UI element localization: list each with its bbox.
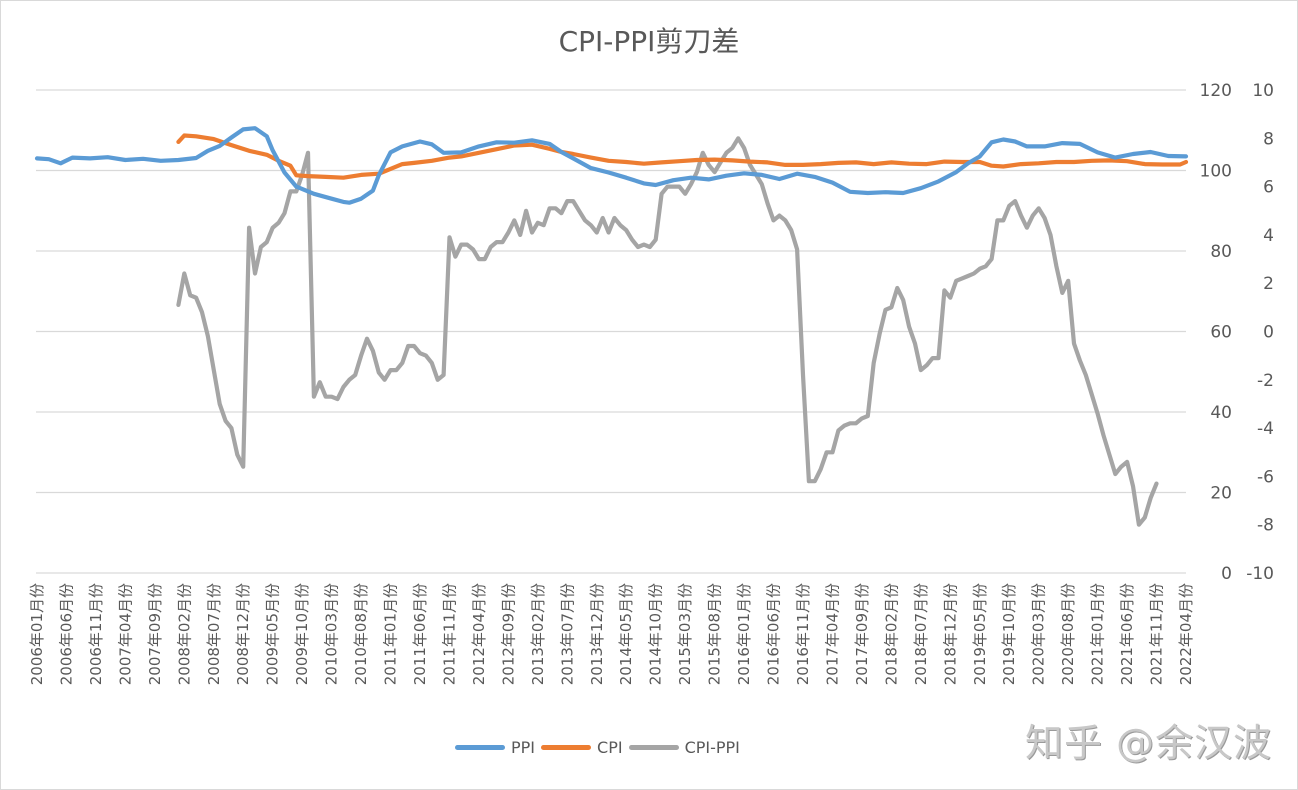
x-tick-label: 2013年07月份 <box>558 583 576 685</box>
x-tick-label: 2007年04月份 <box>116 583 134 685</box>
x-tick-label: 2008年02月份 <box>175 583 193 685</box>
x-tick-label: 2011年11月份 <box>440 583 458 685</box>
x-tick-label: 2008年12月份 <box>234 583 252 685</box>
x-tick-label: 2010年03月份 <box>323 583 341 685</box>
x-tick-label: 2013年02月份 <box>529 583 547 685</box>
left-tick-label: 60 <box>1210 323 1232 343</box>
x-tick-label: 2022年04月份 <box>1177 583 1195 685</box>
left-tick-label: 0 <box>1221 564 1232 584</box>
x-tick-label: 2019年05月份 <box>971 583 989 685</box>
x-tick-label: 2017年09月份 <box>853 583 871 685</box>
x-tick-label: 2014年05月份 <box>617 583 635 685</box>
right-axis-ticks: 10 8 6 4 2 0 -2 -4 -6 -8 -10 <box>1246 81 1274 584</box>
x-tick-label: 2006年06月份 <box>57 583 75 685</box>
watermark: 知乎 @余汉波 <box>1025 721 1273 765</box>
x-tick-label: 2009年10月份 <box>293 583 311 685</box>
left-tick-label: 80 <box>1210 242 1232 262</box>
x-tick-label: 2010年08月份 <box>352 583 370 685</box>
x-tick-label: 2018年07月份 <box>912 583 930 685</box>
x-tick-label: 2015年03月份 <box>676 583 694 685</box>
series-line-cpi-ppi <box>176 136 1159 527</box>
x-tick-label: 2011年01月份 <box>382 583 400 685</box>
x-tick-label: 2020年03月份 <box>1030 583 1048 685</box>
right-tick-label: -2 <box>1257 371 1274 391</box>
x-tick-label: 2012年04月份 <box>470 583 488 685</box>
x-tick-label: 2006年11月份 <box>87 583 105 685</box>
x-tick-label: 2011年06月份 <box>411 583 429 685</box>
x-tick-label: 2021年06月份 <box>1118 583 1136 685</box>
x-tick-label: 2017年04月份 <box>823 583 841 685</box>
x-tick-label: 2021年11月份 <box>1148 583 1166 685</box>
legend-item-cpi-ppi[interactable]: CPI-PPI <box>628 738 740 757</box>
series-line-ppi <box>34 126 1189 205</box>
right-tick-label: -6 <box>1257 467 1274 487</box>
cpi-ppi-swatch-icon <box>628 745 679 750</box>
left-tick-label: 120 <box>1200 81 1232 101</box>
chart-title: CPI-PPI剪刀差 <box>558 25 740 58</box>
right-tick-label: 6 <box>1263 178 1274 198</box>
right-tick-label: -4 <box>1257 419 1274 439</box>
x-tick-label: 2016年06月份 <box>765 583 783 685</box>
x-tick-label: 2006年01月份 <box>28 583 46 685</box>
right-tick-label: -8 <box>1257 516 1274 536</box>
x-tick-label: 2016年01月份 <box>735 583 753 685</box>
right-tick-label: -10 <box>1246 564 1274 584</box>
x-tick-label: 2019年10月份 <box>1000 583 1018 685</box>
left-tick-label: 40 <box>1210 403 1232 423</box>
x-tick-label: 2008年07月份 <box>205 583 223 685</box>
x-tick-label: 2012年09月份 <box>499 583 517 685</box>
right-tick-label: 10 <box>1252 81 1274 101</box>
left-axis-ticks: 120 100 80 60 40 20 0 <box>1200 81 1232 584</box>
right-tick-label: 4 <box>1263 226 1274 246</box>
series-line-cpi <box>176 133 1189 180</box>
x-tick-label: 2018年12月份 <box>941 583 959 685</box>
x-tick-label: 2020年08月份 <box>1059 583 1077 685</box>
left-tick-label: 100 <box>1200 162 1232 182</box>
x-tick-label: 2018年02月份 <box>882 583 900 685</box>
x-tick-label: 2016年11月份 <box>794 583 812 685</box>
legend-item-ppi[interactable]: PPI <box>455 738 535 757</box>
x-tick-label: 2014年10月份 <box>647 583 665 685</box>
right-tick-label: 2 <box>1263 274 1274 294</box>
cpi-swatch-icon <box>541 745 592 750</box>
legend-item-cpi[interactable]: CPI <box>541 738 623 757</box>
legend: PPI CPI CPI-PPI <box>455 738 746 757</box>
x-tick-label: 2009年05月份 <box>264 583 282 685</box>
ppi-swatch-icon <box>455 745 505 750</box>
legend-label: CPI-PPI <box>684 738 740 757</box>
legend-label: CPI <box>597 738 623 757</box>
x-tick-label: 2013年12月份 <box>588 583 606 685</box>
x-axis-ticks: 2006年01月份 2006年06月份 2006年11月份 2007年04月份 2007… <box>28 583 1195 685</box>
legend-label: PPI <box>511 738 536 757</box>
left-tick-label: 20 <box>1210 484 1232 504</box>
right-tick-label: 0 <box>1263 323 1274 343</box>
x-tick-label: 2021年01月份 <box>1089 583 1107 685</box>
right-tick-label: 8 <box>1263 129 1274 149</box>
x-tick-label: 2015年08月份 <box>706 583 724 685</box>
series-lines <box>34 126 1189 527</box>
x-tick-label: 2007年09月份 <box>146 583 164 685</box>
